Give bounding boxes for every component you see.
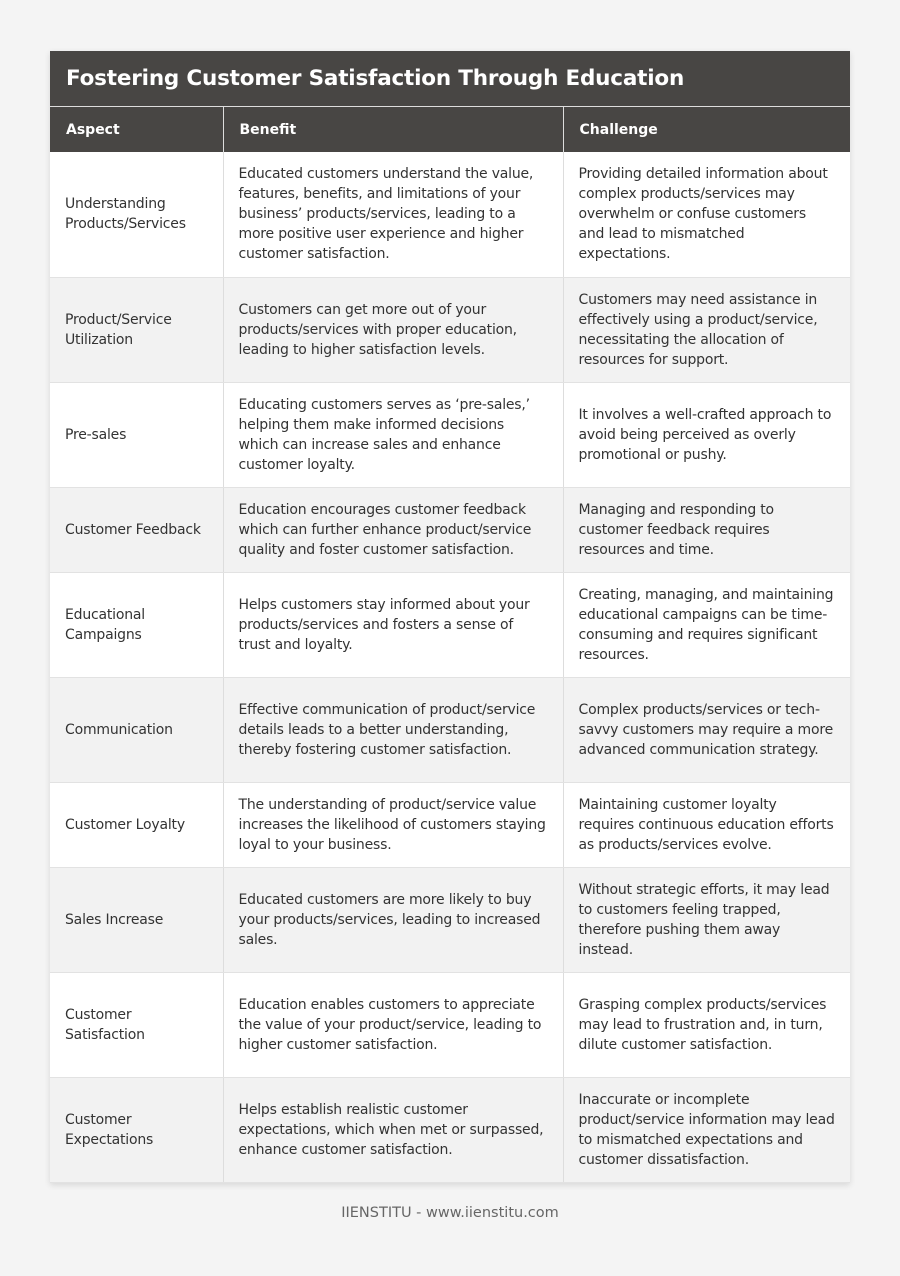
cell-benefit: Helps establish realistic customer expec…: [223, 1077, 564, 1183]
cell-challenge: Grasping complex products/services may l…: [563, 972, 850, 1078]
header-row: Aspect Benefit Challenge: [50, 107, 850, 152]
table-row: Customer Expectations Helps establish rea…: [50, 1077, 850, 1183]
cell-challenge: Customers may need assistance in effecti…: [563, 277, 850, 383]
cell-aspect: Product/Service Utilization: [50, 277, 224, 383]
cell-benefit: Education encourages customer feedback w…: [223, 487, 564, 573]
table-row: Pre-sales Educating customers serves as ‘…: [50, 382, 850, 488]
cell-benefit: Educating customers serves as ‘pre-sales…: [223, 382, 564, 488]
cell-benefit: Educated customers understand the value,…: [223, 152, 564, 278]
cell-aspect: Customer Expectations: [50, 1077, 224, 1183]
table-row: Product/Service Utilization Customers can…: [50, 277, 850, 383]
cell-benefit: Customers can get more out of your produ…: [223, 277, 564, 383]
cell-benefit: Effective communication of product/servi…: [223, 677, 564, 783]
column-header-aspect: Aspect: [50, 107, 224, 152]
cell-benefit: Educated customers are more likely to bu…: [223, 867, 564, 973]
cell-aspect: Educational Campaigns: [50, 572, 224, 678]
cell-challenge: Providing detailed information about com…: [563, 152, 850, 278]
column-header-benefit: Benefit: [223, 107, 564, 152]
cell-challenge: Managing and responding to customer feed…: [563, 487, 850, 573]
cell-challenge: Inaccurate or incomplete product/service…: [563, 1077, 850, 1183]
table-row: Customer Loyalty The understanding of pro…: [50, 782, 850, 868]
table-title: Fostering Customer Satisfaction Through …: [50, 51, 850, 107]
cell-benefit: Helps customers stay informed about your…: [223, 572, 564, 678]
cell-challenge: Complex products/services or tech-savvy …: [563, 677, 850, 783]
table-card: Fostering Customer Satisfaction Through …: [50, 51, 850, 1183]
table-row: Sales Increase Educated customers are mor…: [50, 867, 850, 973]
cell-aspect: Pre-sales: [50, 382, 224, 488]
cell-aspect: Communication: [50, 677, 224, 783]
cell-aspect: Customer Loyalty: [50, 782, 224, 868]
column-header-challenge: Challenge: [563, 107, 850, 152]
cell-benefit: Education enables customers to appreciat…: [223, 972, 564, 1078]
cell-benefit: The understanding of product/service val…: [223, 782, 564, 868]
cell-challenge: It involves a well-crafted approach to a…: [563, 382, 850, 488]
footer-credit: IIENSTITU - www.iienstitu.com: [341, 1205, 559, 1221]
cell-aspect: Sales Increase: [50, 867, 224, 973]
cell-aspect: Understanding Products/Services: [50, 152, 224, 278]
cell-aspect: Customer Satisfaction: [50, 972, 224, 1078]
data-table: Aspect Benefit Challenge Understanding P…: [50, 107, 850, 1183]
table-row: Understanding Products/Services Educated …: [50, 152, 850, 278]
cell-challenge: Maintaining customer loyalty requires co…: [563, 782, 850, 868]
cell-challenge: Without strategic efforts, it may lead t…: [563, 867, 850, 973]
cell-challenge: Creating, managing, and maintaining educ…: [563, 572, 850, 678]
cell-aspect: Customer Feedback: [50, 487, 224, 573]
table-row: Customer Feedback Education encourages cu…: [50, 487, 850, 573]
table-row: Customer Satisfaction Education enables c…: [50, 972, 850, 1078]
table-row: Educational Campaigns Helps customers sta…: [50, 572, 850, 678]
table-row: Communication Effective communication of …: [50, 677, 850, 783]
